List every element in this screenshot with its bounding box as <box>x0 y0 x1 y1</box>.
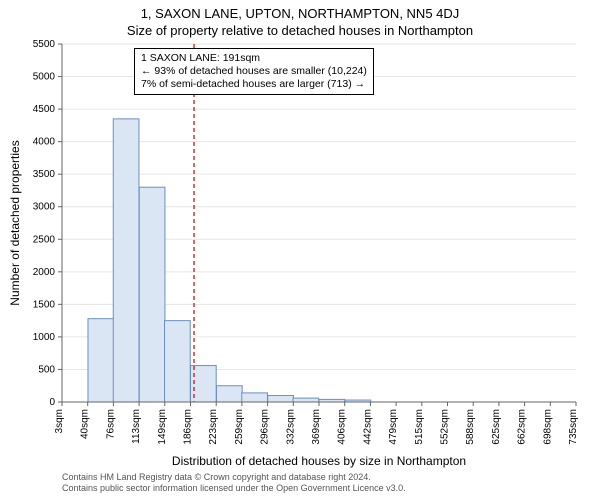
chart-title-sub: Size of property relative to detached ho… <box>0 21 600 38</box>
annotation-line1: 1 SAXON LANE: 191sqm <box>141 52 367 65</box>
svg-text:735sqm: 735sqm <box>568 409 579 445</box>
svg-text:500: 500 <box>38 364 55 375</box>
svg-text:3500: 3500 <box>33 169 56 180</box>
svg-text:113sqm: 113sqm <box>131 409 142 444</box>
chart-plot-area: 0500100015002000250030003500400045005000… <box>62 44 576 402</box>
svg-text:1500: 1500 <box>33 299 56 310</box>
svg-text:369sqm: 369sqm <box>311 409 322 445</box>
x-axis-label: Distribution of detached houses by size … <box>62 454 576 468</box>
svg-text:296sqm: 296sqm <box>260 409 271 445</box>
svg-text:0: 0 <box>49 397 55 408</box>
svg-text:1000: 1000 <box>33 332 56 343</box>
annotation-line3: 7% of semi-detached houses are larger (7… <box>141 78 367 91</box>
svg-text:662sqm: 662sqm <box>517 409 528 445</box>
svg-text:4000: 4000 <box>33 137 56 148</box>
svg-text:5000: 5000 <box>33 72 56 83</box>
svg-text:3000: 3000 <box>33 202 56 213</box>
histogram-svg: 0500100015002000250030003500400045005000… <box>62 44 576 402</box>
annotation-box: 1 SAXON LANE: 191sqm ← 93% of detached h… <box>134 48 374 95</box>
svg-text:698sqm: 698sqm <box>542 409 553 445</box>
svg-text:479sqm: 479sqm <box>388 409 399 445</box>
svg-text:406sqm: 406sqm <box>337 409 348 445</box>
footer-line2: Contains public sector information licen… <box>62 483 406 494</box>
svg-text:332sqm: 332sqm <box>285 409 296 445</box>
svg-text:149sqm: 149sqm <box>157 409 168 445</box>
chart-title-main: 1, SAXON LANE, UPTON, NORTHAMPTON, NN5 4… <box>0 0 600 21</box>
chart-container: 1, SAXON LANE, UPTON, NORTHAMPTON, NN5 4… <box>0 0 600 500</box>
svg-text:515sqm: 515sqm <box>414 409 425 445</box>
svg-text:552sqm: 552sqm <box>440 409 451 445</box>
svg-text:40sqm: 40sqm <box>80 409 91 439</box>
svg-text:76sqm: 76sqm <box>105 409 116 439</box>
svg-text:223sqm: 223sqm <box>208 409 219 445</box>
svg-text:259sqm: 259sqm <box>234 409 245 445</box>
svg-text:2500: 2500 <box>33 234 56 245</box>
svg-text:186sqm: 186sqm <box>183 409 194 445</box>
svg-text:442sqm: 442sqm <box>362 409 373 445</box>
svg-text:2000: 2000 <box>33 267 56 278</box>
svg-text:625sqm: 625sqm <box>491 409 502 445</box>
svg-text:5500: 5500 <box>33 39 56 50</box>
svg-text:4500: 4500 <box>33 104 56 115</box>
footer-line1: Contains HM Land Registry data © Crown c… <box>62 472 406 483</box>
y-axis-label: Number of detached properties <box>8 44 22 402</box>
svg-text:588sqm: 588sqm <box>465 409 476 445</box>
svg-text:3sqm: 3sqm <box>54 409 65 433</box>
annotation-line2: ← 93% of detached houses are smaller (10… <box>141 65 367 78</box>
footer-attribution: Contains HM Land Registry data © Crown c… <box>62 472 406 494</box>
